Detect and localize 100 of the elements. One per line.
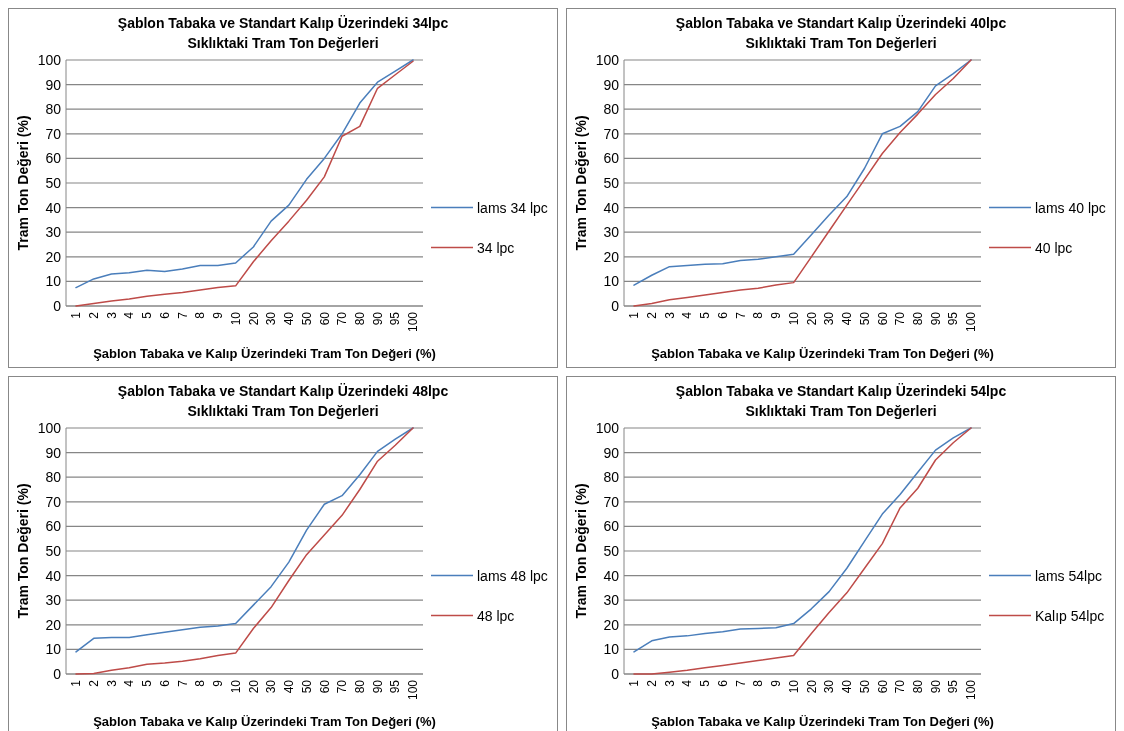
x-tick-label: 50 [299,311,314,326]
x-tick-label: 30 [822,679,837,694]
chart-title: Şablon Tabaka ve Standart Kalıp Üzerindeki 48lpc [117,383,449,399]
chart-title: Şablon Tabaka ve Standart Kalıp Üzerindeki 34lpc [117,15,449,31]
x-tick-label: 10 [786,311,801,326]
legend-label: 34 lpc [477,239,515,256]
y-tick-label: 50 [45,542,62,559]
x-tick-label: 2 [644,311,659,319]
x-tick-label: 9 [211,679,226,687]
legend-label: Kalıp 54lpc [1035,607,1105,624]
y-tick-label: 10 [603,273,620,290]
x-tick-label: 95 [388,311,403,326]
x-tick-label: 5 [140,311,155,319]
x-tick-label: 7 [175,311,190,319]
y-tick-label: 80 [603,469,620,486]
x-tick-label: 100 [964,311,979,333]
x-tick-label: 4 [122,311,137,319]
x-tick-label: 90 [370,311,385,326]
chart-subtitle: Sıklıktaki Tram Ton Değerleri [187,403,379,419]
y-tick-label: 0 [611,665,620,682]
x-tick-label: 80 [910,311,925,326]
x-tick-label: 3 [662,679,677,687]
chart-subtitle: Sıklıktaki Tram Ton Değerleri [745,35,937,51]
x-tick-label: 6 [157,679,172,687]
x-tick-label: 90 [928,679,943,694]
y-tick-label: 90 [603,76,620,93]
x-axis-title: Şablon Tabaka ve Kalıp Üzerindeki Tram Ton Değeri (%) [651,346,994,361]
x-axis-title: Şablon Tabaka ve Kalıp Üzerindeki Tram Ton Değeri (%) [93,714,436,729]
y-tick-label: 10 [45,273,62,290]
y-tick-label: 30 [45,592,62,609]
y-tick-label: 60 [603,150,620,167]
legend-label: lams 40 lpc [1035,199,1106,216]
x-tick-label: 5 [698,311,713,319]
y-tick-label: 0 [53,665,62,682]
chart-subtitle: Sıklıktaki Tram Ton Değerleri [745,403,937,419]
x-tick-label: 40 [840,311,855,326]
x-tick-label: 80 [352,679,367,694]
x-tick-label: 6 [715,679,730,687]
y-tick-label: 40 [603,567,620,584]
x-tick-label: 100 [406,679,421,701]
x-tick-label: 20 [804,311,819,326]
y-tick-label: 90 [45,76,62,93]
x-tick-label: 100 [964,679,979,701]
y-tick-label: 30 [45,224,62,241]
x-tick-label: 6 [715,311,730,319]
x-tick-label: 40 [282,311,297,326]
y-tick-label: 50 [45,174,62,191]
y-tick-label: 20 [45,248,62,265]
x-tick-label: 60 [317,679,332,694]
y-tick-label: 70 [603,493,620,510]
x-tick-label: 3 [662,311,677,319]
legend-label: 40 lpc [1035,239,1073,256]
chart-subtitle: Sıklıktaki Tram Ton Değerleri [187,35,379,51]
y-tick-label: 80 [45,101,62,118]
x-tick-label: 1 [69,311,84,319]
x-tick-label: 5 [140,679,155,687]
x-tick-label: 7 [175,679,190,687]
x-tick-label: 4 [122,679,137,687]
y-tick-label: 10 [45,641,62,658]
x-tick-label: 9 [211,311,226,319]
x-tick-label: 60 [875,311,890,326]
y-tick-label: 60 [603,518,620,535]
x-axis-title: Şablon Tabaka ve Kalıp Üzerindeki Tram Ton Değeri (%) [651,714,994,729]
x-tick-label: 70 [335,311,350,326]
y-tick-label: 30 [603,592,620,609]
x-tick-label: 40 [282,679,297,694]
x-tick-label: 20 [246,679,261,694]
x-tick-label: 95 [388,679,403,694]
x-tick-label: 1 [69,679,84,687]
y-tick-label: 10 [603,641,620,658]
x-tick-label: 7 [733,311,748,319]
x-tick-label: 50 [857,311,872,326]
x-tick-label: 2 [86,679,101,687]
x-tick-label: 70 [335,679,350,694]
x-tick-label: 1 [627,311,642,319]
y-tick-label: 80 [603,101,620,118]
y-tick-label: 0 [611,297,620,314]
x-tick-label: 80 [352,311,367,326]
x-tick-label: 95 [946,311,961,326]
x-tick-label: 8 [193,679,208,687]
y-tick-label: 80 [45,469,62,486]
y-tick-label: 50 [603,542,620,559]
x-tick-label: 30 [822,311,837,326]
x-tick-label: 20 [804,679,819,694]
x-tick-label: 80 [910,679,925,694]
x-tick-label: 40 [840,679,855,694]
x-tick-label: 70 [893,311,908,326]
y-axis-title: Tram Ton Değeri (%) [573,483,589,619]
x-tick-label: 7 [733,679,748,687]
y-tick-label: 90 [603,444,620,461]
x-tick-label: 50 [857,679,872,694]
legend-label: 48 lpc [477,607,515,624]
y-tick-label: 40 [45,199,62,216]
y-tick-label: 70 [45,125,62,142]
x-tick-label: 20 [246,311,261,326]
y-tick-label: 100 [37,51,62,68]
y-tick-label: 40 [45,567,62,584]
x-tick-label: 60 [875,679,890,694]
chart-title: Şablon Tabaka ve Standart Kalıp Üzerindeki 54lpc [675,383,1007,399]
y-tick-label: 20 [603,248,620,265]
